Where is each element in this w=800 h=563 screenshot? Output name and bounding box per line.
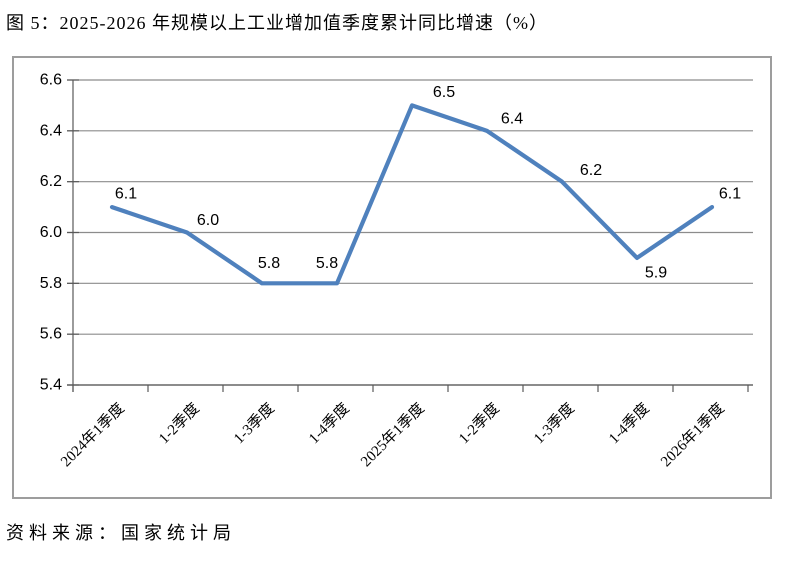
y-axis-label: 5.6 <box>40 326 62 343</box>
data-label: 6.5 <box>433 84 455 101</box>
x-axis-label: 2024年1季度 <box>57 400 127 470</box>
y-axis-label: 6.2 <box>40 173 62 190</box>
y-axis-label: 5.4 <box>40 377 62 394</box>
source-note: 资料来源：国家统计局 <box>6 523 236 543</box>
x-axis-label: 1-2季度 <box>155 400 202 447</box>
data-label: 6.4 <box>501 110 523 127</box>
data-label: 6.1 <box>115 186 137 203</box>
y-axis-label: 6.0 <box>40 224 62 241</box>
y-axis-label: 5.8 <box>40 275 62 292</box>
data-label: 6.0 <box>197 212 219 229</box>
y-axis-label: 6.6 <box>40 72 62 89</box>
data-label: 6.2 <box>580 162 602 179</box>
y-axis-label: 6.4 <box>40 122 62 139</box>
figure-title: 图 5：2025-2026 年规模以上工业增加值季度累计同比增速（%） <box>6 13 548 33</box>
x-axis-label: 1-4季度 <box>305 400 352 447</box>
industrial-growth-line-chart: 6.6 6.4 6.2 6.0 5.8 5.6 5.4 6.1 6.0 5.8 5.8 6.5 6.4 6… <box>40 72 753 470</box>
data-label: 6.1 <box>719 186 741 203</box>
x-axis-label: 2026年1季度 <box>657 400 727 470</box>
x-axis-label: 1-4季度 <box>605 400 652 447</box>
chart-frame: 6.6 6.4 6.2 6.0 5.8 5.6 5.4 6.1 6.0 5.8 5.8 6.5 6.4 6… <box>12 56 772 499</box>
data-label: 5.9 <box>645 264 667 281</box>
x-axis-label: 1-3季度 <box>230 400 277 447</box>
x-axis-label: 2025年1季度 <box>357 400 427 470</box>
series-line <box>109 103 715 286</box>
data-label: 5.8 <box>258 255 280 272</box>
data-label: 5.8 <box>316 255 338 272</box>
x-axis-label: 1-3季度 <box>530 400 577 447</box>
x-axis-label: 1-2季度 <box>455 400 502 447</box>
